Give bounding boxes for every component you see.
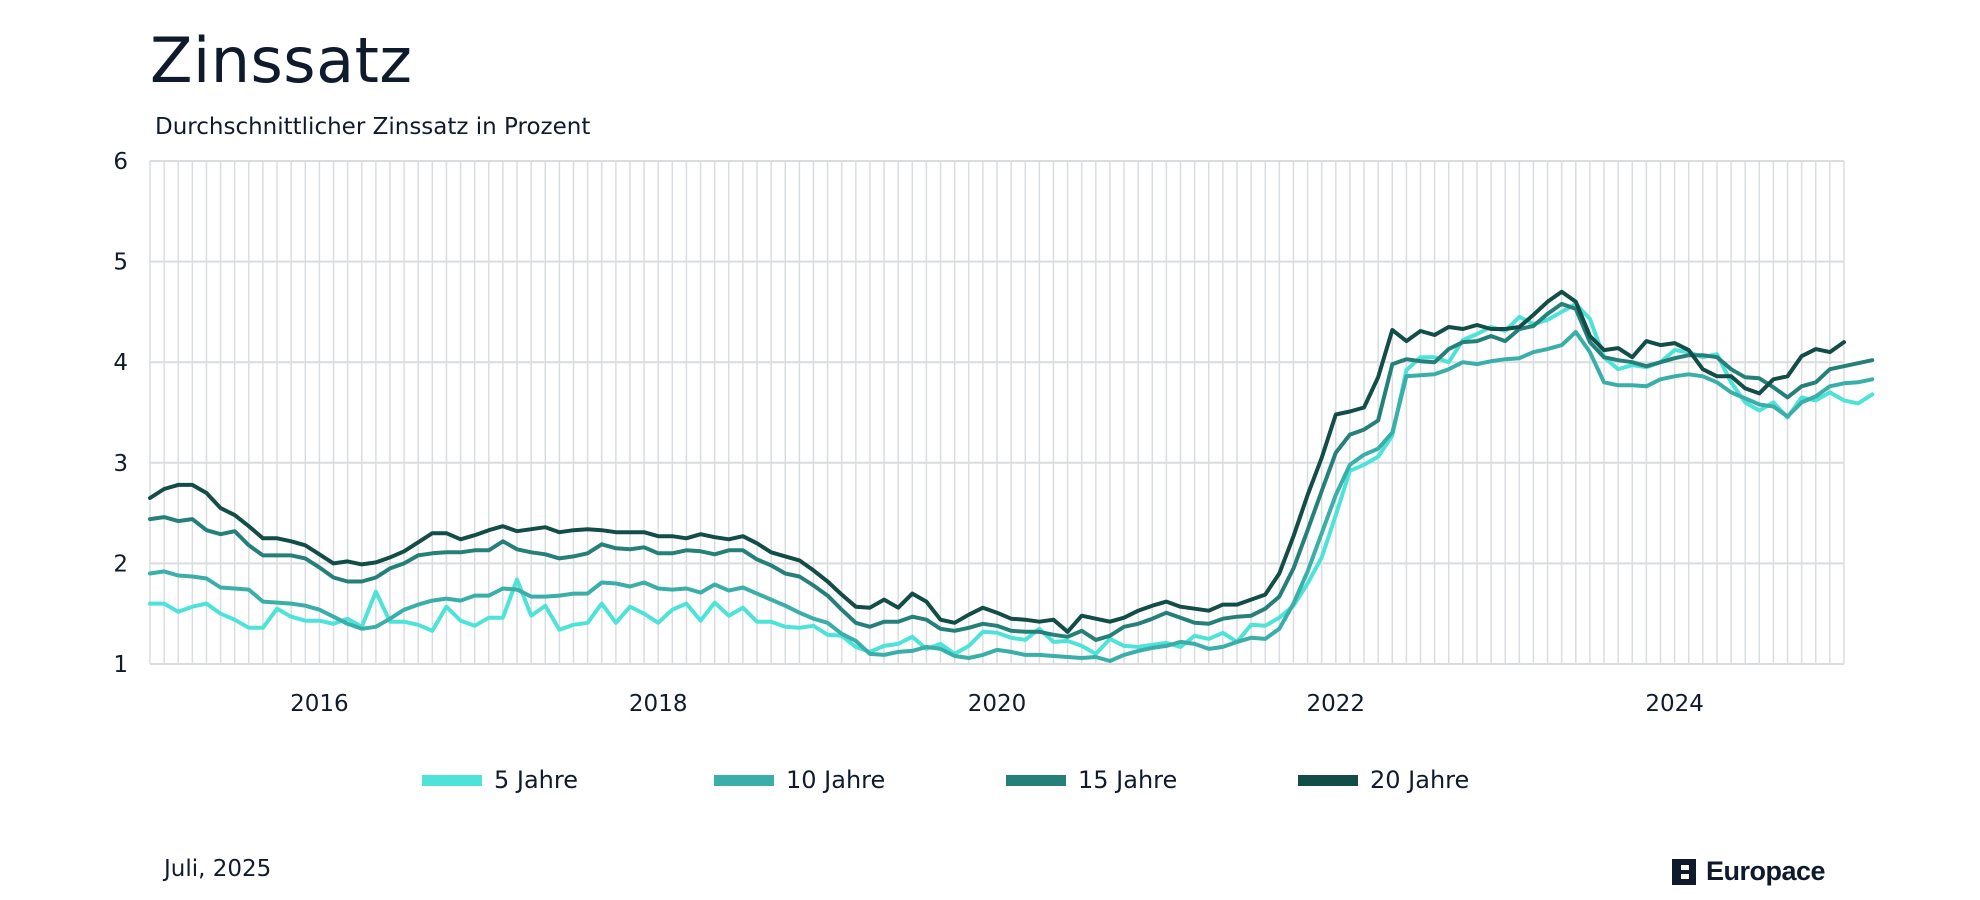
y-tick-label: 2 [113,551,128,577]
legend-item-15-jahre[interactable]: 15 Jahre [1006,766,1177,794]
x-axis-ticks: 2016 2018 2020 2022 2024 [290,691,1704,717]
series-line-5-jahre[interactable] [148,301,1875,656]
y-tick-label: 6 [113,149,128,175]
y-axis-ticks: 1 2 3 4 5 6 [113,149,128,678]
y-tick-label: 4 [113,350,128,376]
series-line-10-jahre[interactable] [148,330,1875,663]
legend-item-20-jahre[interactable]: 20 Jahre [1298,766,1469,794]
series-line-20-jahre[interactable] [148,289,1846,634]
europace-logo-icon [1672,858,1696,885]
y-tick-label: 5 [113,250,128,276]
legend-swatch-20-jahre [1298,774,1358,786]
legend-item-10-jahre[interactable]: 10 Jahre [714,766,885,794]
horizontal-gridlines [150,160,1844,665]
x-tick-label: 2018 [629,691,688,717]
legend-label-5-jahre: 5 Jahre [494,766,578,794]
x-tick-label: 2016 [290,691,349,717]
x-tick-label: 2024 [1645,691,1704,717]
legend-item-5-jahre[interactable]: 5 Jahre [422,766,578,794]
brand-name: Europace [1706,856,1826,886]
legend-swatch-10-jahre [714,774,774,786]
legend-swatch-5-jahre [422,774,482,786]
series-lines [148,289,1875,663]
legend-label-10-jahre: 10 Jahre [786,766,886,794]
y-tick-label: 1 [113,652,128,678]
legend-swatch-15-jahre [1006,774,1066,786]
chart-subtitle: Durchschnittlicher Zinssatz in Prozent [155,114,591,140]
chart-title: Zinssatz [150,24,413,97]
legend-label-15-jahre: 15 Jahre [1078,766,1178,794]
europace-logo: Europace [1672,856,1826,887]
publication-date: Juli, 2025 [164,856,272,882]
legend: 5 Jahre 10 Jahre 15 Jahre 20 Jahre [0,766,1980,806]
legend-label-20-jahre: 20 Jahre [1370,766,1470,794]
y-tick-label: 3 [113,451,128,477]
series-line-15-jahre[interactable] [148,301,1875,642]
line-chart: 1 2 3 4 5 6 2016 2018 2020 2022 2024 [113,149,1875,717]
x-tick-label: 2022 [1307,691,1366,717]
x-tick-label: 2020 [968,691,1027,717]
vertical-gridlines [149,161,1845,664]
